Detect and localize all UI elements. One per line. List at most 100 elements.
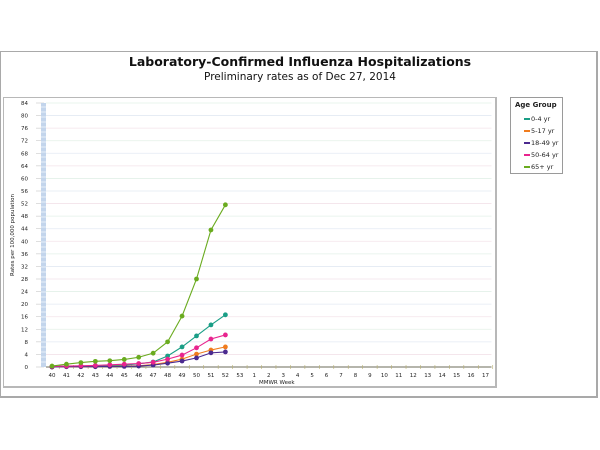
- legend-item-50-64: 50-64 yr: [524, 151, 558, 159]
- data-point-marker: [121, 357, 127, 362]
- x-tick-label: 12: [410, 373, 417, 379]
- legend-item-5-17: 5-17 yr: [524, 127, 554, 135]
- data-point-marker: [208, 350, 214, 356]
- x-tick-label: 45: [121, 373, 128, 379]
- data-point-marker: [194, 333, 199, 339]
- data-point-marker: [136, 361, 142, 366]
- x-axis: 40 41 42 43 44 45 46 47 48 49 50 51 52 53 1 2 3 4 5 6 7 8 9 10 1…: [46, 365, 494, 379]
- data-point-marker: [223, 349, 228, 355]
- y-axis: 0481216202428323640444852566064687276808…: [21, 101, 46, 371]
- y-tick-label: 52: [21, 202, 28, 208]
- gridlines: [46, 102, 492, 355]
- data-point-marker: [165, 360, 171, 366]
- data-point-marker: [136, 354, 142, 360]
- y-tick-label: 20: [21, 302, 28, 308]
- legend-label: 50-64 yr: [531, 151, 559, 159]
- x-tick-label: 41: [63, 373, 70, 379]
- legend-item-18-49: 18-49 yr: [524, 139, 558, 147]
- legend-label: 18-49 yr: [531, 139, 559, 147]
- x-tick-label: 5: [310, 373, 314, 379]
- x-tick-label: 40: [49, 373, 56, 379]
- x-tick-label: 8: [354, 373, 358, 379]
- legend-swatch: [524, 142, 530, 144]
- data-point-marker: [208, 227, 214, 233]
- y-tick-label: 68: [21, 151, 28, 157]
- data-point-marker: [78, 360, 84, 365]
- legend: Age Group 0-4 yr 5-17 yr 18-49 yr 50-64 …: [510, 97, 563, 174]
- data-point-marker: [179, 313, 185, 319]
- data-point-marker: [223, 332, 228, 338]
- x-tick-label: 1: [253, 373, 257, 379]
- y-tick-label: 4: [25, 352, 29, 358]
- data-point-marker: [223, 202, 228, 208]
- data-point-marker: [179, 352, 185, 358]
- data-point-marker: [208, 322, 214, 328]
- data-point-marker: [64, 361, 69, 367]
- y-tick-label: 32: [21, 264, 28, 270]
- y-tick-label: 84: [21, 101, 28, 107]
- x-tick-label: 47: [150, 373, 157, 379]
- data-point-marker: [194, 345, 199, 351]
- x-tick-label: 9: [368, 373, 372, 379]
- x-tick-label: 14: [439, 373, 446, 379]
- y-tick-label: 44: [21, 227, 28, 233]
- y-tick-label: 36: [21, 252, 28, 258]
- legend-item-0-4: 0-4 yr: [524, 115, 550, 123]
- y-tick-label: 76: [21, 126, 28, 132]
- y-tick-label: 80: [21, 114, 28, 120]
- y-axis-label: Rates per 100,000 population: [10, 194, 16, 276]
- data-point-marker: [49, 363, 55, 369]
- data-point-marker: [194, 276, 199, 282]
- x-tick-label: 17: [482, 373, 489, 379]
- x-tick-label: 49: [179, 373, 186, 379]
- legend-item-65plus: 65+ yr: [524, 163, 553, 171]
- y-tick-label: 48: [21, 214, 28, 220]
- x-tick-label: 4: [296, 373, 300, 379]
- legend-swatch: [524, 118, 530, 120]
- x-axis-label: MMWR Week: [259, 380, 295, 386]
- chart-title: Laboratory-Confirmed Influenza Hospitali…: [128, 54, 472, 69]
- data-point-marker: [150, 350, 156, 356]
- x-tick-label: 53: [236, 373, 243, 379]
- x-tick-label: 43: [92, 373, 99, 379]
- x-tick-label: 51: [207, 373, 214, 379]
- legend-swatch: [524, 130, 530, 132]
- x-tick-label: 11: [395, 373, 402, 379]
- x-tick-label: 13: [424, 373, 431, 379]
- y-tick-label: 40: [21, 239, 28, 245]
- data-point-marker: [194, 355, 199, 361]
- x-tick-label: 44: [106, 373, 113, 379]
- legend-swatch: [524, 154, 530, 156]
- data-point-marker: [107, 362, 113, 368]
- legend-label: 5-17 yr: [531, 127, 555, 135]
- x-tick-label: 3: [281, 373, 285, 379]
- legend-swatch: [524, 166, 530, 168]
- y-tick-label: 28: [21, 277, 28, 283]
- y-tick-label: 56: [21, 189, 28, 195]
- x-tick-label: 16: [468, 373, 475, 379]
- data-point-marker: [223, 344, 228, 350]
- chart-outer-frame: [0, 51, 598, 398]
- x-tick-label: 2: [267, 373, 271, 379]
- x-tick-label: 52: [222, 373, 229, 379]
- data-point-marker: [165, 356, 171, 362]
- data-point-marker: [92, 358, 98, 364]
- y-tick-label: 72: [21, 139, 28, 145]
- x-tick-label: 46: [135, 373, 142, 379]
- data-point-marker: [223, 312, 228, 318]
- y-tick-label: 60: [21, 176, 28, 182]
- data-point-marker: [92, 363, 98, 368]
- y-tick-label: 8: [25, 340, 29, 346]
- y-tick-label: 24: [21, 290, 28, 296]
- data-point-marker: [194, 351, 199, 357]
- legend-label: 0-4 yr: [531, 115, 551, 123]
- data-point-marker: [179, 358, 185, 364]
- legend-title: Age Group: [515, 101, 557, 109]
- x-tick-label: 10: [381, 373, 388, 379]
- y-tick-label: 0: [25, 365, 29, 371]
- y-tick-label: 12: [21, 327, 28, 333]
- x-tick-label: 48: [164, 373, 171, 379]
- data-point-marker: [107, 358, 113, 364]
- x-tick-label: 7: [339, 373, 343, 379]
